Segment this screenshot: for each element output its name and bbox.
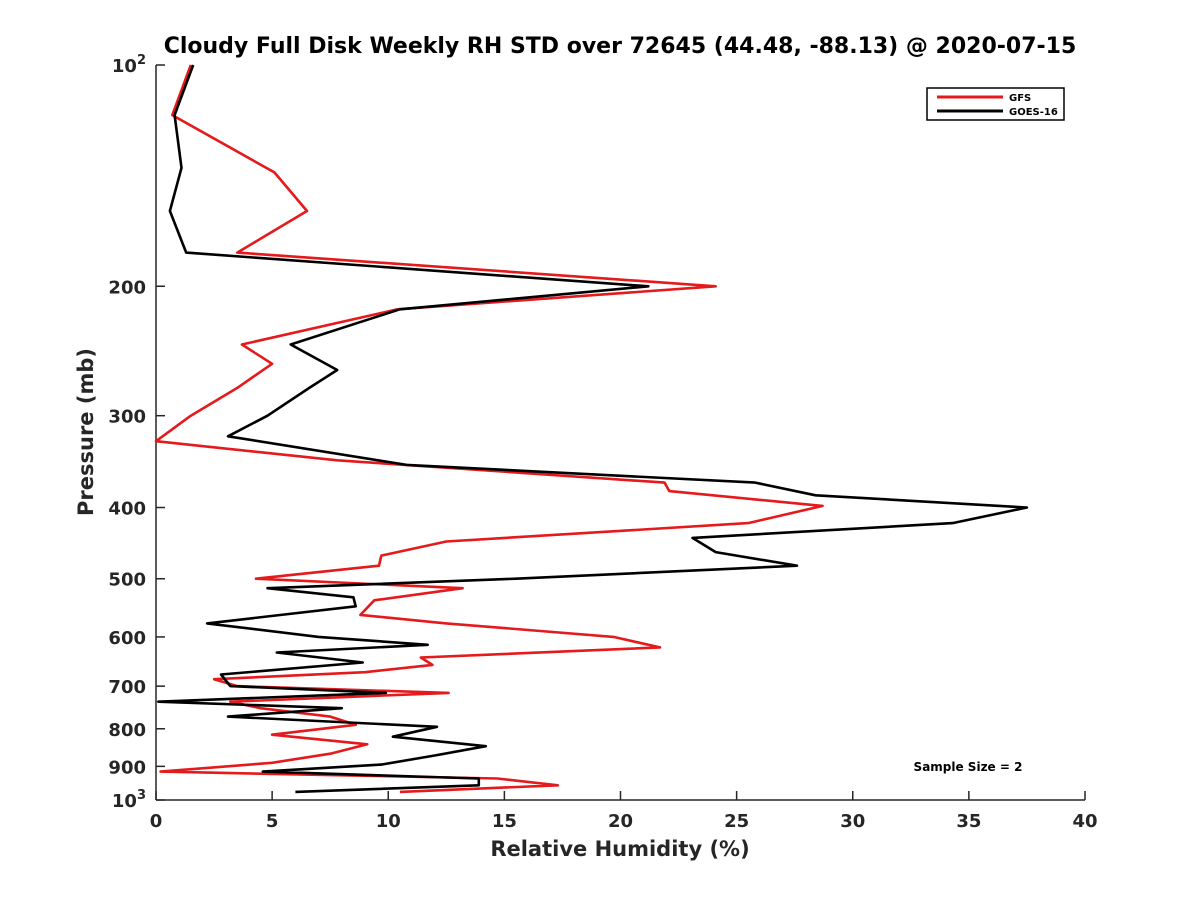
y-tick-label: 200 xyxy=(108,277,146,298)
legend-label-goes16: GOES-16 xyxy=(1009,107,1058,118)
series-line-gfs xyxy=(154,64,824,794)
chart-title: Cloudy Full Disk Weekly RH STD over 7264… xyxy=(164,34,1077,59)
x-tick-label: 20 xyxy=(608,811,633,832)
sample-size-annotation: Sample Size = 2 xyxy=(914,760,1023,774)
x-tick-label: 10 xyxy=(376,811,401,832)
y-tick-label: 800 xyxy=(108,720,146,741)
legend-box xyxy=(926,87,1065,121)
x-tick-label: 30 xyxy=(840,811,865,832)
y-tick-label: 700 xyxy=(108,677,146,698)
y-tick-label: 900 xyxy=(108,757,146,778)
y-axis-ticks: 102 200 300 400 500 600 700 800 900 103 xyxy=(108,53,165,812)
y-tick-label: 102 xyxy=(112,53,146,77)
x-tick-label: 15 xyxy=(492,811,517,832)
y-tick-label: 500 xyxy=(108,570,146,591)
y-tick-label: 300 xyxy=(108,407,146,428)
x-tick-label: 5 xyxy=(266,811,279,832)
x-tick-label: 40 xyxy=(1072,811,1097,832)
y-axis-label: Pressure (mb) xyxy=(74,348,98,516)
series-line-goes16 xyxy=(157,64,1029,794)
x-tick-label: 35 xyxy=(956,811,981,832)
x-axis-ticks: 0 5 10 15 20 25 30 35 40 xyxy=(150,791,1098,832)
y-tick-label: 400 xyxy=(108,499,146,520)
x-axis-label: Relative Humidity (%) xyxy=(490,837,749,861)
series-layer xyxy=(154,64,1029,794)
y-tick-label: 600 xyxy=(108,628,146,649)
legend: GFS GOES-16 xyxy=(926,87,1065,121)
legend-label-gfs: GFS xyxy=(1009,93,1031,104)
x-tick-label: 0 xyxy=(150,811,163,832)
plot-area: 0 5 10 15 20 25 30 35 40 102 200 300 400 500 600 700 80… xyxy=(108,53,1097,832)
x-tick-label: 25 xyxy=(724,811,749,832)
y-tick-label: 103 xyxy=(112,788,146,812)
